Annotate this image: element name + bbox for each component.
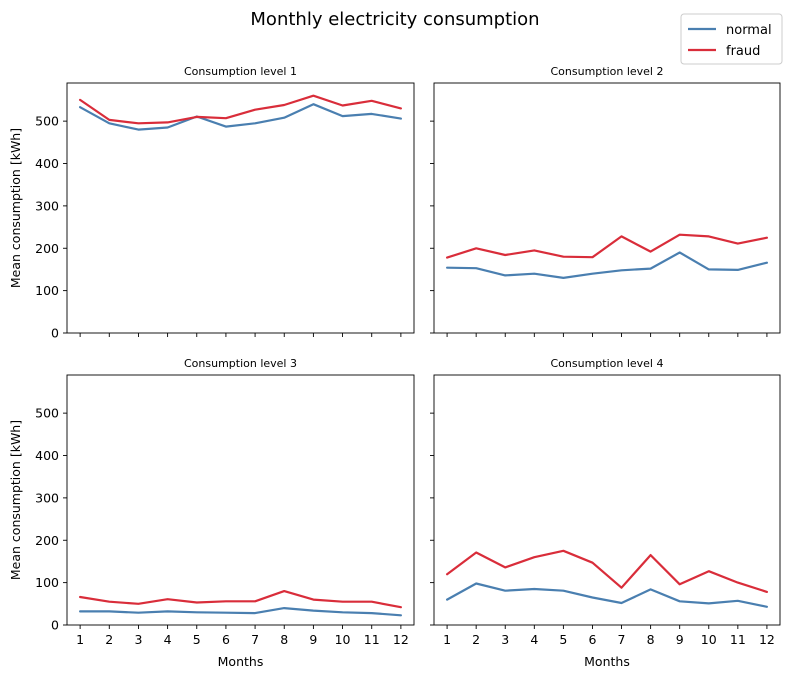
plot-area-frame <box>66 374 415 626</box>
x-tick-label: 5 <box>559 632 567 647</box>
figure-title: Monthly electricity consumption <box>250 9 539 30</box>
subplot-title: Consumption level 3 <box>184 357 297 370</box>
series-line-normal <box>78 606 402 617</box>
legend-box <box>680 13 783 65</box>
y-tick-label: 100 <box>35 283 59 298</box>
x-tick-label: 11 <box>730 632 746 647</box>
x-axis-label: Months <box>584 654 630 669</box>
y-tick-label: 400 <box>35 156 59 171</box>
y-axis-label: Mean consumption [kWh] <box>8 420 23 580</box>
series-line-normal <box>78 103 402 131</box>
subplot-3: Consumption level 31 2 3 4 5 6 7 8 9 10 11 12010020… <box>8 357 415 669</box>
x-tick-label: 2 <box>105 632 113 647</box>
x-tick-label: 4 <box>530 632 538 647</box>
x-tick-label: 9 <box>676 632 684 647</box>
x-tick-label: 2 <box>472 632 480 647</box>
x-tick-label: 10 <box>335 632 351 647</box>
x-tick-label: 4 <box>164 632 172 647</box>
x-tick-label: 8 <box>647 632 655 647</box>
y-tick-label: 400 <box>35 448 59 463</box>
subplots: Consumption level 10100200300400500Mean … <box>8 65 781 669</box>
plot-area-frame <box>66 82 415 334</box>
series-line-fraud <box>78 94 402 125</box>
series-line-fraud <box>78 589 402 609</box>
y-tick-label: 300 <box>35 198 59 213</box>
legend: normal fraud <box>680 13 783 65</box>
series-line-normal <box>446 582 769 608</box>
series-line-fraud <box>446 549 769 594</box>
x-tick-label: 8 <box>280 632 288 647</box>
series-line-fraud <box>446 233 769 259</box>
x-tick-label: 12 <box>393 632 409 647</box>
x-tick-label: 3 <box>134 632 142 647</box>
subplot-1: Consumption level 1 0 100 200 300 400 500 Mean … <box>8 65 415 341</box>
x-tick-label: 7 <box>251 632 259 647</box>
y-tick-label: 0 <box>51 618 59 633</box>
y-axis-label: Mean consumption [kWh] <box>8 128 23 288</box>
x-tick-label: 1 <box>76 632 84 647</box>
x-tick-label: 9 <box>309 632 317 647</box>
y-tick-label: 200 <box>35 533 59 548</box>
subplot-title: Consumption level 1 <box>184 65 297 78</box>
subplot-2: Consumption level 2 <box>430 65 781 337</box>
x-tick-label: 1 <box>443 632 451 647</box>
plot-area-frame <box>433 374 781 626</box>
x-tick-label: 12 <box>759 632 775 647</box>
plot-area-frame <box>433 82 781 334</box>
series-line-normal <box>446 251 769 279</box>
legend-label-normal: normal <box>726 23 772 38</box>
x-tick-label: 5 <box>193 632 201 647</box>
x-axis-label: Months <box>218 654 264 669</box>
y-tick-label: 200 <box>35 241 59 256</box>
y-tick-label: 500 <box>35 406 59 421</box>
x-tick-label: 7 <box>618 632 626 647</box>
y-tick-label: 0 <box>51 326 59 341</box>
x-tick-label: 3 <box>501 632 509 647</box>
x-tick-label: 10 <box>701 632 717 647</box>
y-tick-label: 500 <box>35 114 59 129</box>
x-tick-label: 6 <box>222 632 230 647</box>
subplot-title: Consumption level 4 <box>550 357 663 370</box>
x-tick-label: 6 <box>588 632 596 647</box>
y-tick-label: 100 <box>35 575 59 590</box>
legend-label-fraud: fraud <box>726 44 760 59</box>
subplot-title: Consumption level 2 <box>550 65 663 78</box>
x-tick-label: 11 <box>364 632 380 647</box>
y-tick-label: 300 <box>35 490 59 505</box>
